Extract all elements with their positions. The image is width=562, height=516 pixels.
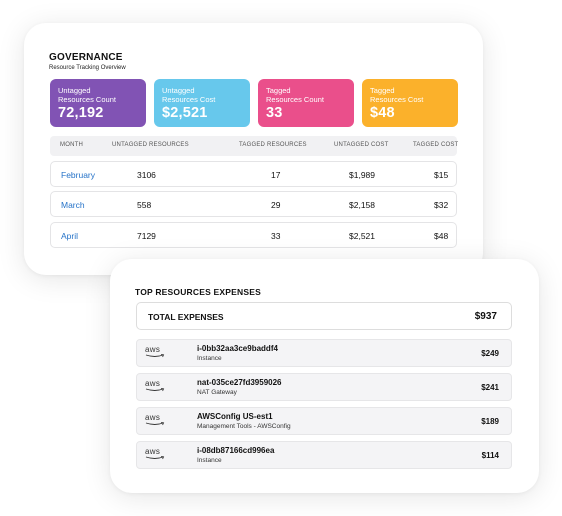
total-expenses-box: TOTAL EXPENSES $937 [136, 302, 512, 330]
table-header: MONTH UNTAGGED RESOURCES TAGGED RESOURCE… [50, 136, 459, 156]
cell-untagged-cost: $1,989 [349, 170, 375, 180]
total-expenses-value: $937 [474, 311, 497, 322]
stat-untagged-resources-count[interactable]: Untagged Resources Count 72,192 [50, 79, 146, 127]
cell-month[interactable]: March [61, 200, 85, 210]
cell-month[interactable]: April [61, 231, 79, 241]
expense-price: $114 [481, 451, 499, 460]
expense-price: $249 [481, 349, 499, 358]
cell-untagged-resources: 7129 [137, 231, 156, 241]
cell-untagged-resources: 558 [137, 200, 152, 210]
stat-value: 72,192 [58, 105, 104, 121]
aws-logo-icon: aws [145, 413, 167, 429]
stat-label: Tagged Resources Cost [370, 86, 424, 104]
stat-value: 33 [266, 105, 283, 121]
expense-price: $241 [481, 383, 499, 392]
expense-item[interactable]: aws i-0bb32aa3ce9baddf4 Instance $249 [136, 339, 512, 367]
expense-resource-name: i-08db87166cd996ea [197, 446, 275, 455]
top-expenses-card: TOP RESOURCES EXPENSES TOTAL EXPENSES $9… [110, 259, 539, 493]
stat-value: $2,521 [162, 105, 208, 121]
governance-card: GOVERNANCE Resource Tracking Overview Un… [24, 23, 483, 275]
cell-untagged-cost: $2,158 [349, 200, 375, 210]
stat-tagged-resources-count[interactable]: Tagged Resources Count 33 [258, 79, 354, 127]
aws-logo-icon: aws [145, 447, 167, 463]
stat-untagged-resources-cost[interactable]: Untagged Resources Cost $2,521 [154, 79, 250, 127]
table-row[interactable]: March 558 29 $2,158 $32 [50, 191, 457, 217]
cell-tagged-resources: 29 [271, 200, 281, 210]
stat-label: Untagged Resources Count [58, 86, 116, 104]
aws-logo-icon: aws [145, 345, 167, 361]
expense-resource-name: i-0bb32aa3ce9baddf4 [197, 344, 278, 353]
expense-resource-type: Management Tools - AWSConfig [197, 423, 291, 430]
aws-logo-icon: aws [145, 379, 167, 395]
expense-item[interactable]: aws nat-035ce27fd3959026 NAT Gateway $24… [136, 373, 512, 401]
header-tagged-cost[interactable]: TAGGED COST [413, 142, 459, 148]
header-untagged-resources[interactable]: UNTAGGED RESOURCES [112, 142, 189, 148]
expense-price: $189 [481, 417, 499, 426]
cell-month[interactable]: February [61, 170, 96, 180]
cell-untagged-cost: $2,521 [349, 231, 375, 241]
header-untagged-cost[interactable]: UNTAGGED COST [334, 142, 389, 148]
stat-label: Tagged Resources Count [266, 86, 324, 104]
cell-tagged-resources: 17 [271, 170, 281, 180]
governance-subtitle: Resource Tracking Overview [49, 65, 126, 71]
header-tagged-resources[interactable]: TAGGED RESOURCES [239, 142, 307, 148]
cell-tagged-cost: $48 [434, 231, 449, 241]
table-row[interactable]: February 3106 17 $1,989 $15 [50, 161, 457, 187]
total-expenses-label: TOTAL EXPENSES [148, 312, 224, 322]
stat-label: Untagged Resources Cost [162, 86, 216, 104]
stat-value: $48 [370, 105, 395, 121]
stat-tagged-resources-cost[interactable]: Tagged Resources Cost $48 [362, 79, 458, 127]
expense-resource-name: AWSConfig US-est1 [197, 412, 273, 421]
cell-tagged-cost: $32 [434, 200, 449, 210]
expense-resource-type: Instance [197, 457, 222, 464]
governance-title: GOVERNANCE [49, 52, 123, 63]
cell-tagged-cost: $15 [434, 170, 449, 180]
expense-item[interactable]: aws i-08db87166cd996ea Instance $114 [136, 441, 512, 469]
cell-untagged-resources: 3106 [137, 170, 156, 180]
expense-item[interactable]: aws AWSConfig US-est1 Management Tools -… [136, 407, 512, 435]
expense-resource-type: Instance [197, 355, 222, 362]
cell-tagged-resources: 33 [271, 231, 281, 241]
top-expenses-title: TOP RESOURCES EXPENSES [135, 287, 261, 297]
header-month[interactable]: MONTH [60, 142, 83, 148]
expense-resource-type: NAT Gateway [197, 389, 237, 396]
expense-resource-name: nat-035ce27fd3959026 [197, 378, 282, 387]
table-row[interactable]: April 7129 33 $2,521 $48 [50, 222, 457, 248]
